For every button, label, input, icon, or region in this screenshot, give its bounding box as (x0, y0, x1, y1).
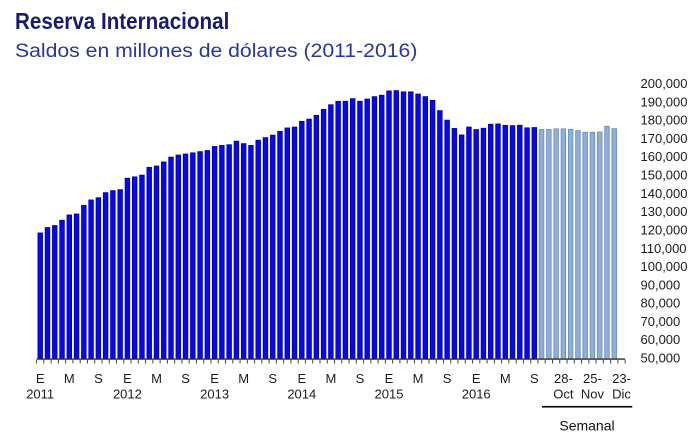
svg-text:2013: 2013 (200, 387, 229, 402)
svg-text:2011: 2011 (26, 387, 54, 402)
svg-text:90,000: 90,000 (641, 277, 681, 292)
svg-text:2014: 2014 (287, 387, 316, 402)
svg-text:180,000: 180,000 (641, 113, 688, 128)
svg-text:S: S (530, 371, 539, 386)
svg-text:S: S (443, 371, 452, 386)
svg-text:2015: 2015 (375, 387, 404, 402)
svg-text:170,000: 170,000 (641, 131, 688, 146)
svg-text:50,000: 50,000 (641, 351, 681, 366)
svg-text:60,000: 60,000 (641, 332, 681, 347)
svg-text:M: M (500, 371, 511, 386)
svg-text:S: S (268, 371, 277, 386)
svg-text:M: M (151, 371, 162, 386)
svg-text:M: M (64, 371, 75, 386)
svg-text:150,000: 150,000 (641, 168, 688, 183)
svg-text:S: S (181, 371, 190, 386)
svg-text:200,000: 200,000 (641, 76, 688, 91)
svg-text:M: M (413, 371, 424, 386)
svg-text:120,000: 120,000 (641, 223, 688, 238)
svg-text:Nov: Nov (581, 387, 605, 402)
svg-text:S: S (356, 371, 365, 386)
svg-text:E: E (297, 371, 306, 386)
svg-text:E: E (472, 371, 481, 386)
svg-text:100,000: 100,000 (641, 259, 688, 274)
svg-text:140,000: 140,000 (641, 186, 688, 201)
svg-text:Oct: Oct (553, 387, 574, 402)
svg-text:80,000: 80,000 (641, 296, 681, 311)
svg-text:130,000: 130,000 (641, 204, 688, 219)
svg-text:28-: 28- (554, 371, 573, 386)
svg-text:190,000: 190,000 (641, 94, 688, 109)
svg-text:2012: 2012 (113, 387, 142, 402)
svg-text:70,000: 70,000 (641, 314, 681, 329)
svg-text:E: E (36, 371, 45, 386)
svg-text:2016: 2016 (462, 387, 491, 402)
svg-text:25-: 25- (583, 371, 602, 386)
svg-text:110,000: 110,000 (641, 241, 687, 256)
svg-text:160,000: 160,000 (641, 149, 688, 164)
svg-text:M: M (325, 371, 336, 386)
svg-text:Dic: Dic (612, 387, 631, 402)
svg-text:M: M (238, 371, 249, 386)
svg-text:S: S (94, 371, 103, 386)
svg-text:E: E (210, 371, 219, 386)
svg-text:23-: 23- (612, 371, 631, 386)
svg-text:E: E (385, 371, 394, 386)
svg-text:Semanal: Semanal (559, 417, 614, 433)
svg-text:E: E (123, 371, 132, 386)
